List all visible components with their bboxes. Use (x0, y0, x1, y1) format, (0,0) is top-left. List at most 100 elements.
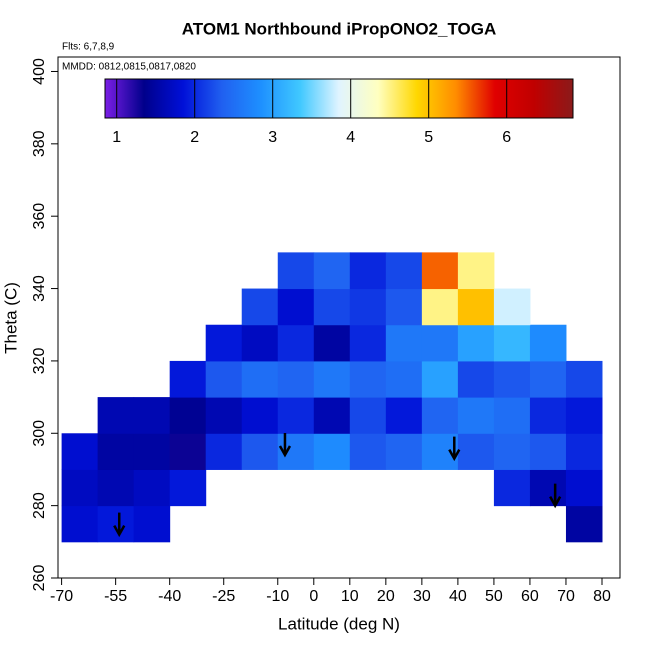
annotation: MMDD: 0812,0815,0817,0820 (62, 62, 196, 73)
arrow (278, 432, 292, 458)
heat-cell (349, 252, 387, 290)
heat-cell (277, 324, 315, 362)
y-tick-label: 340 (31, 275, 48, 302)
heat-cell (169, 433, 207, 470)
heat-cell (97, 469, 135, 507)
heat-cell (61, 433, 99, 470)
heat-cell (529, 397, 567, 434)
heat-cell (493, 360, 531, 398)
heat-cell (529, 360, 567, 398)
x-tick-label: -10 (266, 588, 289, 605)
heat-cell (241, 433, 279, 470)
heat-cell (313, 252, 351, 290)
heat-cell (565, 469, 603, 507)
heat-cell (349, 288, 387, 326)
heat-cell (349, 397, 387, 434)
heat-cell (277, 252, 315, 290)
heat-cell (313, 397, 351, 434)
heat-cell (529, 324, 567, 362)
heat-cell (457, 433, 495, 470)
x-tick-label: -55 (104, 588, 127, 605)
arrow-head (549, 496, 562, 509)
heat-cell (421, 360, 459, 398)
x-tick-label: 0 (309, 588, 318, 605)
subtitle: Flts: 6,7,8,9 (62, 42, 115, 53)
heat-cell (385, 324, 423, 362)
heat-cell (277, 397, 315, 434)
heat-cell (349, 360, 387, 398)
arrow (448, 436, 461, 462)
heat-cell (457, 252, 495, 290)
heat-cell (205, 433, 243, 470)
colorbar-tick-label: 4 (346, 129, 355, 146)
heat-cell (241, 324, 279, 362)
heat-cell (97, 397, 135, 434)
heat-cell (241, 397, 279, 434)
colorbar (104, 78, 574, 119)
y-tick-label: 360 (31, 203, 48, 230)
heat-cell (493, 469, 531, 507)
heat-cell (421, 324, 459, 362)
heat-cell (205, 360, 243, 398)
heat-cell (169, 360, 207, 398)
heat-cell (133, 505, 171, 543)
heat-cell (529, 433, 567, 470)
heat-cell (457, 324, 495, 362)
heat-cell (421, 252, 459, 290)
y-tick-label: 260 (31, 565, 48, 592)
heat-cell (97, 433, 135, 470)
heat-cell (421, 433, 459, 470)
heat-cell (61, 505, 99, 543)
heat-cell (385, 252, 423, 290)
heat-cell (313, 288, 351, 326)
heat-cell (493, 324, 531, 362)
heat-cell (313, 324, 351, 362)
arrow (113, 512, 126, 538)
y-tick-label: 380 (31, 130, 48, 157)
heat-cell (493, 397, 531, 434)
heat-cell (457, 288, 495, 326)
arrow (549, 483, 562, 509)
heat-cell (277, 288, 315, 326)
x-tick-label: 80 (593, 588, 611, 605)
heat-cell (169, 469, 207, 507)
x-tick-label: -70 (50, 588, 73, 605)
heat-cell (313, 360, 351, 398)
colorbar-tick-label: 6 (502, 129, 511, 146)
heat-cell (277, 360, 315, 398)
heat-cell (133, 397, 171, 434)
x-tick-label: 50 (485, 588, 503, 605)
y-tick-label: 300 (31, 420, 48, 447)
heat-cell (565, 397, 603, 434)
heat-cell (133, 433, 171, 470)
y-axis-label: Theta (C) (1, 282, 20, 354)
heat-cell (205, 324, 243, 362)
heat-cell (241, 360, 279, 398)
colorbar-tick-label: 5 (424, 129, 433, 146)
colorbar-tick-label: 1 (112, 129, 121, 146)
heat-cell (529, 469, 567, 507)
colorbar-tick-label: 2 (190, 129, 199, 146)
heat-cell (385, 433, 423, 470)
heat-cell (493, 288, 531, 326)
arrow-head (278, 445, 292, 458)
x-tick-label: 10 (341, 588, 359, 605)
heat-cell (97, 505, 135, 543)
heat-cell (349, 324, 387, 362)
y-tick-label: 400 (31, 58, 48, 85)
heat-cell (169, 397, 207, 434)
heat-cell (61, 469, 99, 507)
heat-cell (385, 288, 423, 326)
heat-cell (385, 360, 423, 398)
x-tick-label: 70 (557, 588, 575, 605)
x-tick-label: 30 (413, 588, 431, 605)
y-tick-label: 320 (31, 347, 48, 374)
x-tick-label: 60 (521, 588, 539, 605)
heat-cell (457, 360, 495, 398)
heat-cell (421, 397, 459, 434)
x-tick-label: 40 (449, 588, 467, 605)
heat-cell (565, 360, 603, 398)
x-tick-label: -40 (158, 588, 181, 605)
heat-cell (205, 397, 243, 434)
